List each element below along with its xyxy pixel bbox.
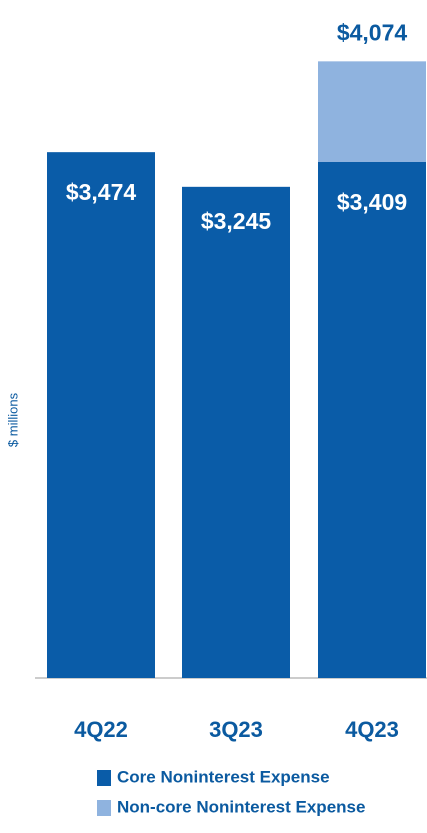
legend-swatch	[97, 800, 111, 816]
bar-segment	[318, 61, 426, 163]
bar-segment	[318, 162, 426, 679]
x-tick-label: 4Q23	[345, 717, 399, 742]
x-tick-label: 3Q23	[209, 717, 263, 742]
bar-segment	[182, 186, 290, 678]
x-tick-label: 4Q22	[74, 717, 128, 742]
legend-label: Core Noninterest Expense	[117, 767, 330, 786]
legend-swatch	[97, 770, 111, 786]
value-label: $3,409	[337, 189, 407, 215]
value-label: $3,474	[66, 179, 137, 205]
legend-label: Non-core Noninterest Expense	[117, 797, 365, 816]
bar-segment	[47, 152, 155, 678]
y-axis-label: $ millions	[5, 392, 20, 447]
value-label: $3,245	[201, 208, 272, 234]
total-label: $4,074	[337, 19, 408, 45]
